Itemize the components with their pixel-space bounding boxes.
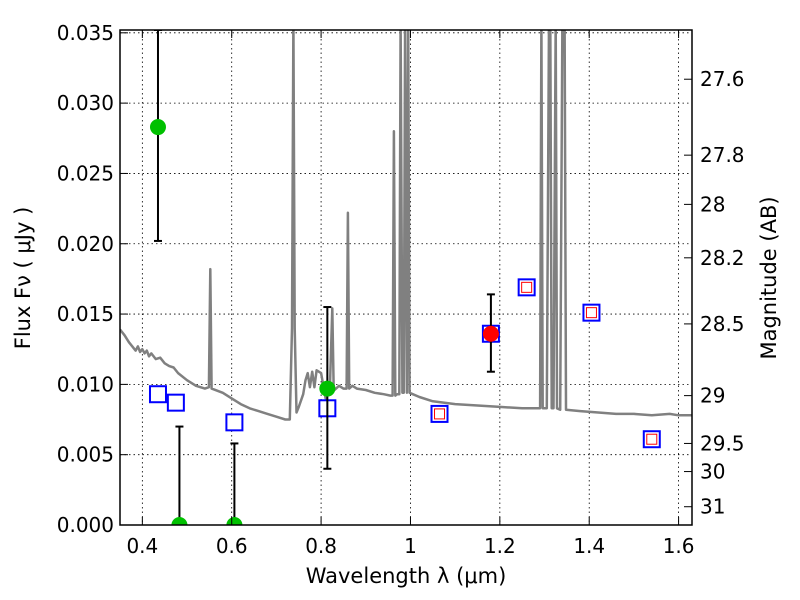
y2-tick-label: 27.6 [700,67,745,91]
x-axis-label: Wavelength λ (μm) [306,564,507,588]
model-square [430,404,449,423]
axes-ticks: 0.4 0.6 0.8 1 1.2 1.4 1.6 0.000 0.005 0.010 0.015 0… [57,21,745,558]
plot-area [120,30,692,525]
y-tick-label: 0.000 [57,513,114,537]
x-tick-label: 0.6 [216,534,248,558]
observed-point [149,119,166,136]
inner-square [585,307,597,319]
model-square [642,430,661,449]
y2-tick-label: 30 [700,460,725,484]
y2-tick-label: 28 [700,192,725,216]
y-tick-label: 0.010 [57,372,114,396]
y-tick-label: 0.015 [57,302,114,326]
y2-tick-label: 29.5 [700,431,745,455]
model-square [166,393,185,412]
plot-frame [119,29,693,526]
model-square [517,278,536,297]
observed-point [171,517,188,525]
spectrum-line [120,30,692,421]
model-square [148,385,167,404]
x-tick-label: 1.6 [663,534,695,558]
y-tick-label: 0.025 [57,161,114,185]
y2-tick-label: 31 [700,495,725,519]
x-tick-label: 1.2 [484,534,516,558]
y2-tick-label: 28.5 [700,312,745,336]
observed-point [482,325,499,342]
y2-tick-label: 28.2 [700,246,745,270]
grid [120,30,692,526]
model-square [225,413,244,432]
y-tick-label: 0.035 [57,21,114,45]
x-tick-label: 1 [404,534,417,558]
y-tick-label: 0.005 [57,443,114,467]
inner-square [521,281,533,293]
x-tick-label: 0.4 [126,534,158,558]
y2-tick-label: 29 [700,384,725,408]
y-tick-label: 0.030 [57,91,114,115]
y-axis-label: Flux Fν ( μJy ) [11,207,35,350]
observed-point [226,517,243,525]
y-tick-label: 0.020 [57,232,114,256]
x-tick-label: 1.4 [573,534,605,558]
inner-square [434,408,446,420]
y2-axis-label: Magnitude (AB) [757,196,781,359]
x-tick-label: 0.8 [305,534,337,558]
y2-tick-label: 27.8 [700,143,745,167]
inner-square [646,433,658,445]
observed-point [319,380,336,397]
model-square [582,303,601,322]
